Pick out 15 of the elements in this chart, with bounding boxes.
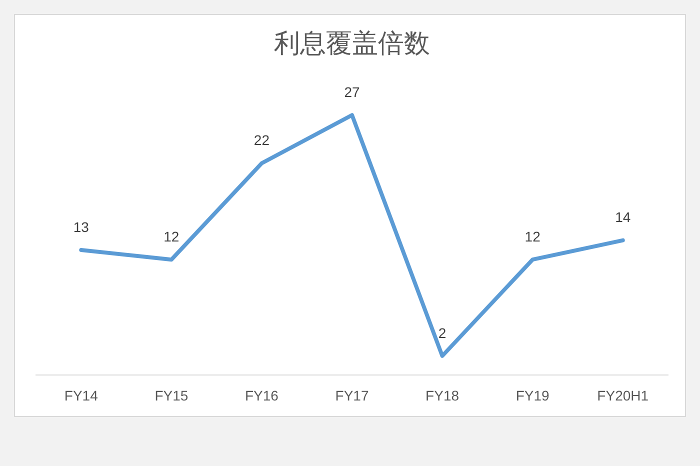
data-label: 27 [344,84,360,100]
chart-title: 利息覆盖倍数 [274,28,430,58]
x-tick-label: FY17 [335,387,369,404]
data-label: 12 [524,228,541,244]
data-label: 2 [438,324,446,341]
data-label: 14 [615,209,631,226]
x-tick-label: FY15 [154,387,188,404]
x-tick-label: FY18 [426,387,460,404]
data-label: 12 [164,228,180,244]
x-tick-label: FY19 [516,387,550,404]
x-tick-label: FY20H1 [597,387,649,404]
x-tick-label: FY16 [244,387,279,404]
data-label: 22 [254,132,270,148]
x-tick-label: FY14 [64,387,98,404]
data-label: 13 [73,218,90,235]
